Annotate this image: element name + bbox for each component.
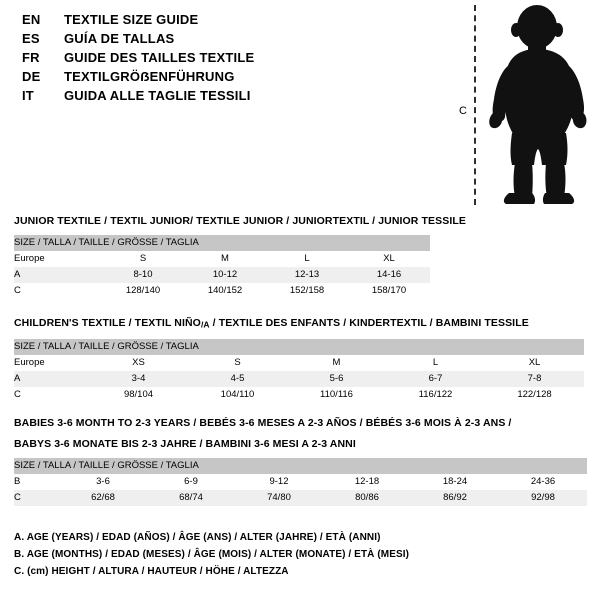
cell-value: XS — [89, 354, 188, 371]
cell-value: 86/92 — [411, 490, 499, 506]
cell-value: 116/122 — [386, 386, 485, 403]
size-band-label: SIZE / TALLA / TAILLE / GRÖSSE / TAGLIA — [14, 235, 430, 251]
cell-value: L — [386, 354, 485, 371]
row-label: C — [14, 386, 89, 403]
cell-value: 6-9 — [147, 474, 235, 490]
cell-value: 74/80 — [235, 490, 323, 506]
cell-value: 5-6 — [287, 370, 386, 387]
cell-value: L — [266, 251, 348, 267]
cell-value: 3-4 — [89, 370, 188, 387]
cell-value: S — [188, 354, 287, 371]
row-label: Europe — [14, 251, 102, 267]
table-row: A 8-10 10-12 12-13 14-16 — [14, 267, 430, 283]
cell-value: 128/140 — [102, 283, 184, 299]
cell-value: 140/152 — [184, 283, 266, 299]
language-code: IT — [22, 88, 34, 103]
cell-value: 110/116 — [287, 386, 386, 403]
language-code: FR — [22, 50, 40, 65]
height-marker-label: C — [459, 105, 467, 117]
cell-value: 92/98 — [499, 490, 587, 506]
language-title: TEXTILE SIZE GUIDE — [64, 12, 199, 27]
cell-value: 3-6 — [59, 474, 147, 490]
language-title: GUÍA DE TALLAS — [64, 31, 175, 46]
table-row: A 3-4 4-5 5-6 6-7 7-8 — [14, 370, 584, 387]
table-row: Europe S M L XL — [14, 251, 430, 267]
language-row: IT GUIDA ALLE TAGLIE TESSILI — [22, 88, 422, 107]
table-row: Europe XS S M L XL — [14, 354, 584, 371]
table-header-band: SIZE / TALLA / TAILLE / GRÖSSE / TAGLIA — [14, 338, 584, 355]
babies-section-title-line1: BABIES 3-6 MONTH TO 2-3 YEARS / BEBÉS 3-… — [14, 417, 512, 429]
children-title-sub: /A — [200, 319, 210, 330]
toddler-silhouette-icon — [489, 5, 587, 204]
row-label: A — [14, 370, 89, 387]
children-title-rest: / TEXTILE DES ENFANTS / KINDERTEXTIL / B… — [209, 317, 529, 329]
measurement-figure: C — [440, 0, 600, 212]
cell-value: 158/170 — [348, 283, 430, 299]
children-section-title: CHILDREN'S TEXTILE / TEXTIL NIÑO/A / TEX… — [14, 316, 584, 332]
height-dashed-line — [474, 5, 476, 205]
junior-section-title: JUNIOR TEXTILE / TEXTIL JUNIOR/ TEXTILE … — [14, 215, 466, 227]
language-title: GUIDA ALLE TAGLIE TESSILI — [64, 88, 251, 103]
junior-size-table: SIZE / TALLA / TAILLE / GRÖSSE / TAGLIA … — [14, 235, 430, 299]
legend-line-b: B. AGE (MONTHS) / EDAD (MESES) / ÂGE (MO… — [14, 549, 410, 560]
children-title-main: CHILDREN'S TEXTILE / TEXTIL NIÑO — [14, 317, 201, 329]
children-textile-section: CHILDREN'S TEXTILE / TEXTIL NIÑO/A / TEX… — [14, 316, 584, 403]
language-code: ES — [22, 31, 40, 46]
language-code: EN — [22, 12, 41, 27]
cell-value: 8-10 — [102, 267, 184, 283]
cell-value: 12-18 — [323, 474, 411, 490]
babies-textile-section: BABIES 3-6 MONTH TO 2-3 YEARS / BEBÉS 3-… — [14, 416, 587, 506]
cell-value: 152/158 — [266, 283, 348, 299]
cell-value: 24-36 — [499, 474, 587, 490]
row-label: A — [14, 267, 102, 283]
cell-value: XL — [348, 251, 430, 267]
language-row: EN TEXTILE SIZE GUIDE — [22, 12, 422, 31]
cell-value: XL — [485, 354, 584, 371]
language-title-list: EN TEXTILE SIZE GUIDE ES GUÍA DE TALLAS … — [22, 12, 422, 107]
cell-value: 104/110 — [188, 386, 287, 403]
header: EN TEXTILE SIZE GUIDE ES GUÍA DE TALLAS … — [0, 0, 600, 212]
row-label: B — [14, 474, 59, 490]
cell-value: M — [287, 354, 386, 371]
table-row: C 98/104 104/110 110/116 116/122 122/128 — [14, 386, 584, 403]
cell-value: 10-12 — [184, 267, 266, 283]
language-row: FR GUIDE DES TAILLES TEXTILE — [22, 50, 422, 69]
cell-value: 6-7 — [386, 370, 485, 387]
cell-value: 98/104 — [89, 386, 188, 403]
size-band-label: SIZE / TALLA / TAILLE / GRÖSSE / TAGLIA — [14, 458, 587, 474]
table-header-band: SIZE / TALLA / TAILLE / GRÖSSE / TAGLIA — [14, 458, 587, 474]
cell-value: S — [102, 251, 184, 267]
cell-value: 68/74 — [147, 490, 235, 506]
row-label: C — [14, 283, 102, 299]
size-band-label: SIZE / TALLA / TAILLE / GRÖSSE / TAGLIA — [14, 338, 584, 355]
language-title: GUIDE DES TAILLES TEXTILE — [64, 50, 255, 65]
cell-value: 9-12 — [235, 474, 323, 490]
cell-value: 12-13 — [266, 267, 348, 283]
table-row: C 62/68 68/74 74/80 80/86 86/92 92/98 — [14, 490, 587, 506]
table-row: B 3-6 6-9 9-12 12-18 18-24 24-36 — [14, 474, 587, 490]
children-size-table: SIZE / TALLA / TAILLE / GRÖSSE / TAGLIA … — [14, 338, 584, 403]
cell-value: 80/86 — [323, 490, 411, 506]
table-row: C 128/140 140/152 152/158 158/170 — [14, 283, 430, 299]
language-title: TEXTILGRÖẞENFÜHRUNG — [64, 69, 235, 84]
cell-value: 122/128 — [485, 386, 584, 403]
babies-size-table: SIZE / TALLA / TAILLE / GRÖSSE / TAGLIA … — [14, 458, 587, 506]
language-row: ES GUÍA DE TALLAS — [22, 31, 422, 50]
legend-footer: A. AGE (YEARS) / EDAD (AÑOS) / ÂGE (ANS)… — [14, 529, 584, 580]
row-label: C — [14, 490, 59, 506]
language-row: DE TEXTILGRÖẞENFÜHRUNG — [22, 69, 422, 88]
cell-value: M — [184, 251, 266, 267]
cell-value: 4-5 — [188, 370, 287, 387]
cell-value: 14-16 — [348, 267, 430, 283]
language-code: DE — [22, 69, 41, 84]
junior-textile-section: JUNIOR TEXTILE / TEXTIL JUNIOR/ TEXTILE … — [14, 214, 466, 299]
table-header-band: SIZE / TALLA / TAILLE / GRÖSSE / TAGLIA — [14, 235, 430, 251]
cell-value: 18-24 — [411, 474, 499, 490]
babies-section-title-line2: BABYS 3-6 MONATE BIS 2-3 JAHRE / BAMBINI… — [14, 438, 356, 450]
row-label: Europe — [14, 354, 89, 371]
legend-line-c: C. (cm) HEIGHT / ALTURA / HAUTEUR / HÖHE… — [14, 566, 289, 577]
legend-line-a: A. AGE (YEARS) / EDAD (AÑOS) / ÂGE (ANS)… — [14, 532, 381, 543]
cell-value: 62/68 — [59, 490, 147, 506]
cell-value: 7-8 — [485, 370, 584, 387]
